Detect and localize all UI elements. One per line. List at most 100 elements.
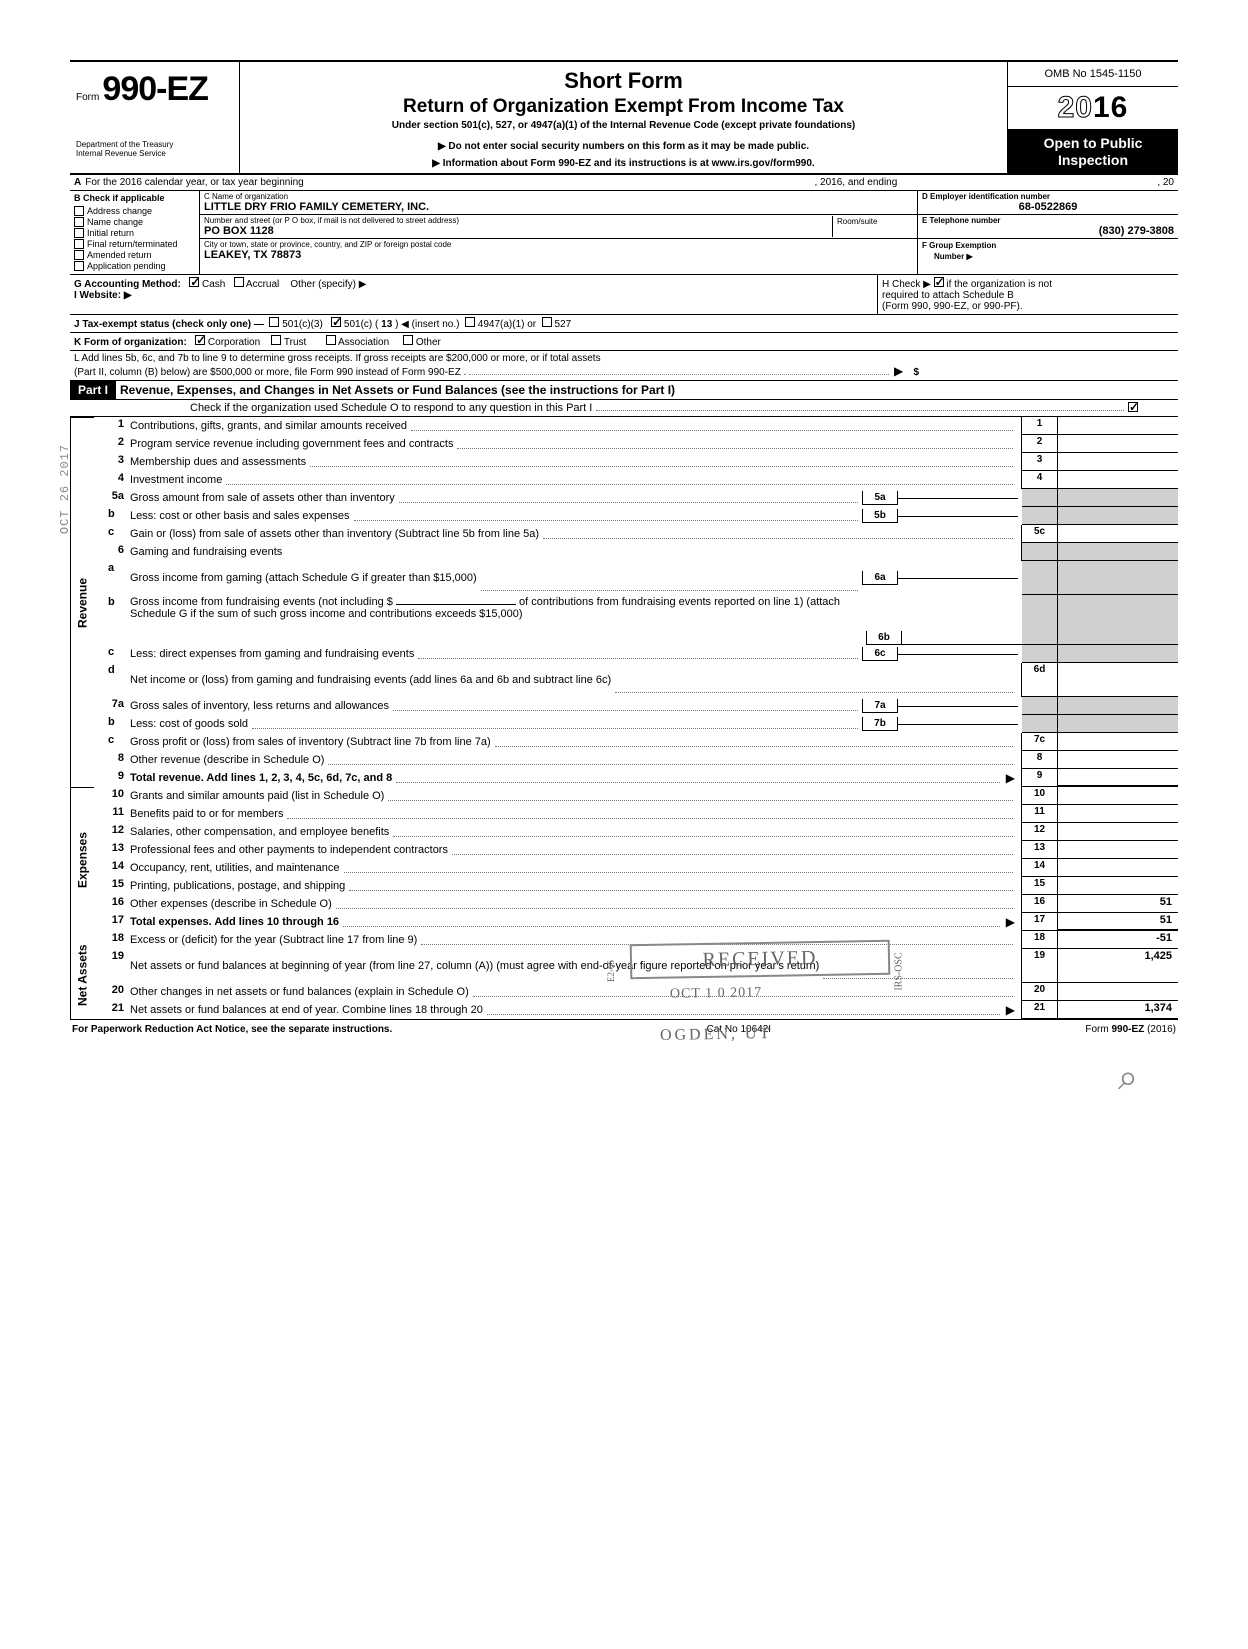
line-5c: cGain or (loss) from sale of assets othe… bbox=[94, 525, 1178, 543]
line-15: 15Printing, publications, postage, and s… bbox=[94, 877, 1178, 895]
tax-year: 2016 bbox=[1008, 87, 1178, 130]
line-9: 9Total revenue. Add lines 1, 2, 3, 4, 5c… bbox=[94, 769, 1178, 787]
line-6c: cLess: direct expenses from gaming and f… bbox=[94, 645, 1178, 663]
line-20: 20Other changes in net assets or fund ba… bbox=[94, 983, 1178, 1001]
phone-row: E Telephone number (830) 279-3808 bbox=[918, 215, 1178, 239]
group-exemption-row: F Group Exemption Number ▶ bbox=[918, 239, 1178, 263]
phone: (830) 279-3808 bbox=[922, 225, 1174, 237]
line-7a: 7aGross sales of inventory, less returns… bbox=[94, 697, 1178, 715]
col-def: D Employer identification number 68-0522… bbox=[918, 191, 1178, 274]
line-21: 21Net assets or fund balances at end of … bbox=[94, 1001, 1178, 1019]
line-5b: bLess: cost or other basis and sales exp… bbox=[94, 507, 1178, 525]
org-address-row: Number and street (or P O box, if mail i… bbox=[200, 215, 917, 239]
form-number-cell: Form 990-EZ Department of the Treasury I… bbox=[70, 62, 240, 173]
chk-527[interactable] bbox=[542, 317, 552, 327]
side-label-expenses: Expenses bbox=[70, 787, 94, 931]
right-header: OMB No 1545-1150 2016 Open to Public Ins… bbox=[1008, 62, 1178, 173]
form-version: Form 990-EZ (2016) bbox=[1085, 1024, 1176, 1035]
org-city-row: City or town, state or province, country… bbox=[200, 239, 917, 262]
accounting-method: G Accounting Method: Cash Accrual Other … bbox=[70, 275, 878, 314]
line-6: 6Gaming and fundraising events bbox=[94, 543, 1178, 561]
form-footer: For Paperwork Reduction Act Notice, see … bbox=[70, 1019, 1178, 1039]
chk-schedule-o[interactable] bbox=[1128, 402, 1138, 412]
instruction-ssn: ▶ Do not enter social security numbers o… bbox=[248, 141, 999, 152]
short-form-label: Short Form bbox=[248, 68, 999, 94]
row-j-tax-exempt: J Tax-exempt status (check only one) — 5… bbox=[70, 315, 1178, 333]
room-suite: Room/suite bbox=[833, 216, 913, 237]
chk-other-org[interactable] bbox=[403, 335, 413, 345]
line-16: 16Other expenses (describe in Schedule O… bbox=[94, 895, 1178, 913]
chk-corporation[interactable] bbox=[195, 335, 205, 345]
line-17: 17Total expenses. Add lines 10 through 1… bbox=[94, 913, 1178, 931]
ein: 68-0522869 bbox=[922, 201, 1174, 213]
form-990ez: OCT 26 2017 Form 990-EZ Department of th… bbox=[70, 60, 1178, 1039]
org-address: PO BOX 1128 bbox=[204, 225, 832, 237]
form-number: 990-EZ bbox=[102, 70, 208, 108]
section-bcdef: B Check if applicable Address change Nam… bbox=[70, 191, 1178, 275]
catalog-number: Cat No 10642I bbox=[707, 1024, 772, 1035]
instruction-info: ▶ Information about Form 990-EZ and its … bbox=[248, 158, 999, 169]
line-7c: cGross profit or (loss) from sales of in… bbox=[94, 733, 1178, 751]
form-word: Form bbox=[76, 92, 99, 103]
part1-title: Revenue, Expenses, and Changes in Net As… bbox=[116, 381, 1178, 399]
line-8: 8Other revenue (describe in Schedule O)8 bbox=[94, 751, 1178, 769]
chk-association[interactable] bbox=[326, 335, 336, 345]
line-5a: 5aGross amount from sale of assets other… bbox=[94, 489, 1178, 507]
chk-application-pending[interactable]: Application pending bbox=[74, 261, 195, 271]
line-2: 2Program service revenue including gover… bbox=[94, 435, 1178, 453]
org-city: LEAKEY, TX 78873 bbox=[204, 249, 913, 261]
org-name-row: C Name of organization LITTLE DRY FRIO F… bbox=[200, 191, 917, 215]
chk-schedule-b[interactable] bbox=[934, 277, 944, 287]
chk-cash[interactable] bbox=[189, 277, 199, 287]
row-gh: G Accounting Method: Cash Accrual Other … bbox=[70, 275, 1178, 315]
form-header: Form 990-EZ Department of the Treasury I… bbox=[70, 62, 1178, 175]
omb-number: OMB No 1545-1150 bbox=[1008, 62, 1178, 87]
line-14: 14Occupancy, rent, utilities, and mainte… bbox=[94, 859, 1178, 877]
revenue-section: Revenue 1Contributions, gifts, grants, a… bbox=[70, 417, 1178, 787]
part1-header-row: Part I Revenue, Expenses, and Changes in… bbox=[70, 380, 1178, 400]
row-l-gross-receipts: L Add lines 5b, 6c, and 7b to line 9 to … bbox=[70, 351, 1178, 380]
paperwork-notice: For Paperwork Reduction Act Notice, see … bbox=[72, 1024, 392, 1035]
part1-label: Part I bbox=[70, 381, 116, 399]
chk-final-return[interactable]: Final return/terminated bbox=[74, 239, 195, 249]
chk-initial-return[interactable]: Initial return bbox=[74, 228, 195, 238]
chk-address-change[interactable]: Address change bbox=[74, 206, 195, 216]
chk-501c3[interactable] bbox=[269, 317, 279, 327]
col-c-org-info: C Name of organization LITTLE DRY FRIO F… bbox=[200, 191, 918, 274]
row-a-tax-year: A For the 2016 calendar year, or tax yea… bbox=[70, 175, 1178, 191]
line-6d: dNet income or (loss) from gaming and fu… bbox=[94, 663, 1178, 697]
line-6b: bGross income from fundraising events (n… bbox=[94, 595, 1178, 645]
chk-accrual[interactable] bbox=[234, 277, 244, 287]
chk-name-change[interactable]: Name change bbox=[74, 217, 195, 227]
chk-501c[interactable] bbox=[331, 317, 341, 327]
chk-amended-return[interactable]: Amended return bbox=[74, 250, 195, 260]
line-11: 11Benefits paid to or for members11 bbox=[94, 805, 1178, 823]
title-cell: Short Form Return of Organization Exempt… bbox=[240, 62, 1008, 173]
open-to-public: Open to Public Inspection bbox=[1008, 130, 1178, 173]
line-6a: aGross income from gaming (attach Schedu… bbox=[94, 561, 1178, 595]
net-assets-section: Net Assets 18Excess or (deficit) for the… bbox=[70, 931, 1178, 1019]
org-name: LITTLE DRY FRIO FAMILY CEMETERY, INC. bbox=[204, 201, 913, 213]
handwritten-mark: ⌕ bbox=[1118, 1056, 1138, 1099]
website-label: I Website: ▶ bbox=[74, 290, 132, 301]
line-1: 1Contributions, gifts, grants, and simil… bbox=[94, 417, 1178, 435]
department: Department of the Treasury Internal Reve… bbox=[76, 141, 233, 159]
schedule-o-check-line: Check if the organization used Schedule … bbox=[70, 400, 1178, 417]
line-4: 4Investment income4 bbox=[94, 471, 1178, 489]
col-b-checkboxes: B Check if applicable Address change Nam… bbox=[70, 191, 200, 274]
chk-trust[interactable] bbox=[271, 335, 281, 345]
line-3: 3Membership dues and assessments3 bbox=[94, 453, 1178, 471]
chk-4947[interactable] bbox=[465, 317, 475, 327]
line-19: 19Net assets or fund balances at beginni… bbox=[94, 949, 1178, 983]
line-18: 18Excess or (deficit) for the year (Subt… bbox=[94, 931, 1178, 949]
return-title: Return of Organization Exempt From Incom… bbox=[248, 96, 999, 118]
line-7b: bLess: cost of goods sold7b bbox=[94, 715, 1178, 733]
line-13: 13Professional fees and other payments t… bbox=[94, 841, 1178, 859]
row-k-form-org: K Form of organization: Corporation Trus… bbox=[70, 333, 1178, 351]
side-label-revenue: Revenue bbox=[70, 417, 94, 787]
line-12: 12Salaries, other compensation, and empl… bbox=[94, 823, 1178, 841]
subtitle: Under section 501(c), 527, or 4947(a)(1)… bbox=[248, 120, 999, 131]
schedule-b-check: H Check ▶ if the organization is not req… bbox=[878, 275, 1178, 314]
line-10: 10Grants and similar amounts paid (list … bbox=[94, 787, 1178, 805]
expenses-section: Expenses 10Grants and similar amounts pa… bbox=[70, 787, 1178, 931]
